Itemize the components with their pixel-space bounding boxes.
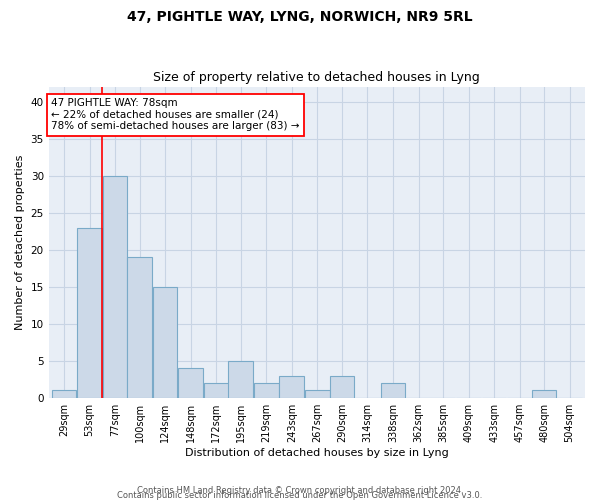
Bar <box>254 383 278 398</box>
X-axis label: Distribution of detached houses by size in Lyng: Distribution of detached houses by size … <box>185 448 449 458</box>
Bar <box>532 390 556 398</box>
Bar <box>103 176 127 398</box>
Bar <box>77 228 102 398</box>
Bar <box>280 376 304 398</box>
Text: 47 PIGHTLE WAY: 78sqm
← 22% of detached houses are smaller (24)
78% of semi-deta: 47 PIGHTLE WAY: 78sqm ← 22% of detached … <box>51 98 300 132</box>
Bar <box>204 383 229 398</box>
Bar <box>305 390 330 398</box>
Bar <box>153 287 178 398</box>
Title: Size of property relative to detached houses in Lyng: Size of property relative to detached ho… <box>154 72 480 85</box>
Bar <box>178 368 203 398</box>
Bar <box>329 376 354 398</box>
Text: 47, PIGHTLE WAY, LYNG, NORWICH, NR9 5RL: 47, PIGHTLE WAY, LYNG, NORWICH, NR9 5RL <box>127 10 473 24</box>
Y-axis label: Number of detached properties: Number of detached properties <box>15 154 25 330</box>
Bar <box>229 360 253 398</box>
Text: Contains HM Land Registry data © Crown copyright and database right 2024.: Contains HM Land Registry data © Crown c… <box>137 486 463 495</box>
Bar <box>52 390 76 398</box>
Bar <box>380 383 405 398</box>
Text: Contains public sector information licensed under the Open Government Licence v3: Contains public sector information licen… <box>118 490 482 500</box>
Bar <box>127 257 152 398</box>
